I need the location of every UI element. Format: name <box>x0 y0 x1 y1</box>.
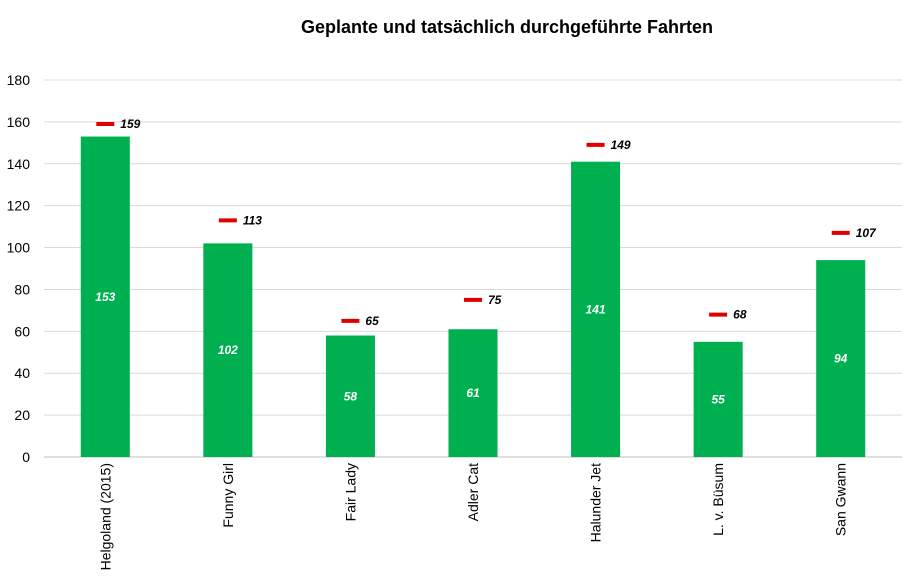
bar <box>571 161 621 457</box>
planned-value-label: 75 <box>488 293 502 307</box>
planned-markers: 159 113 65 75 149 68 107 <box>96 117 877 328</box>
x-category-label: Helgoland (2015) <box>97 463 113 570</box>
bar-value-label: 153 <box>95 290 115 304</box>
x-category-label: L. v. Büsum <box>710 463 726 536</box>
planned-value-label: 159 <box>120 117 140 131</box>
bar <box>448 329 498 457</box>
bar <box>80 136 130 458</box>
bar <box>325 335 375 457</box>
bar-value-label: 55 <box>711 392 725 406</box>
chart-title: Geplante und tatsächlich durchgeführte F… <box>301 17 713 37</box>
y-tick-label: 140 <box>7 156 31 172</box>
bar-value-label: 58 <box>344 389 358 403</box>
bar-value-label: 94 <box>834 352 848 366</box>
planned-value-label: 107 <box>856 226 877 240</box>
y-tick-label: 120 <box>7 198 31 214</box>
bar <box>816 260 866 457</box>
y-tick-label: 0 <box>22 449 30 465</box>
y-tick-label: 60 <box>14 323 30 339</box>
x-category-label: Funny Girl <box>220 463 236 528</box>
gridlines <box>44 79 902 458</box>
y-tick-label: 80 <box>14 281 30 297</box>
y-tick-label: 100 <box>7 240 31 256</box>
planned-value-label: 65 <box>365 314 379 328</box>
y-tick-label: 20 <box>14 407 30 423</box>
bar-value-label: 102 <box>218 343 238 357</box>
bar-value-label: 61 <box>466 386 480 400</box>
x-axis-category-labels: Helgoland (2015) Funny Girl Fair Lady Adler… <box>97 463 848 571</box>
bar <box>203 243 253 457</box>
y-tick-label: 40 <box>14 365 30 381</box>
planned-value-label: 68 <box>733 308 747 322</box>
planned-value-label: 149 <box>611 138 631 152</box>
bar <box>693 341 743 457</box>
bars: 153 102 58 61 141 55 94 <box>80 136 866 458</box>
x-category-label: Halunder Jet <box>588 463 604 542</box>
planned-value-label: 113 <box>243 213 262 227</box>
y-tick-label: 160 <box>7 114 31 130</box>
y-axis-tick-labels: 0 20 40 60 80 100 120 140 160 180 <box>7 72 31 465</box>
x-category-label: Fair Lady <box>342 463 358 521</box>
bar-value-label: 141 <box>586 302 606 316</box>
x-category-label: Adler Cat <box>465 463 481 521</box>
y-tick-label: 180 <box>7 72 31 88</box>
x-category-label: San Gwann <box>833 463 849 536</box>
